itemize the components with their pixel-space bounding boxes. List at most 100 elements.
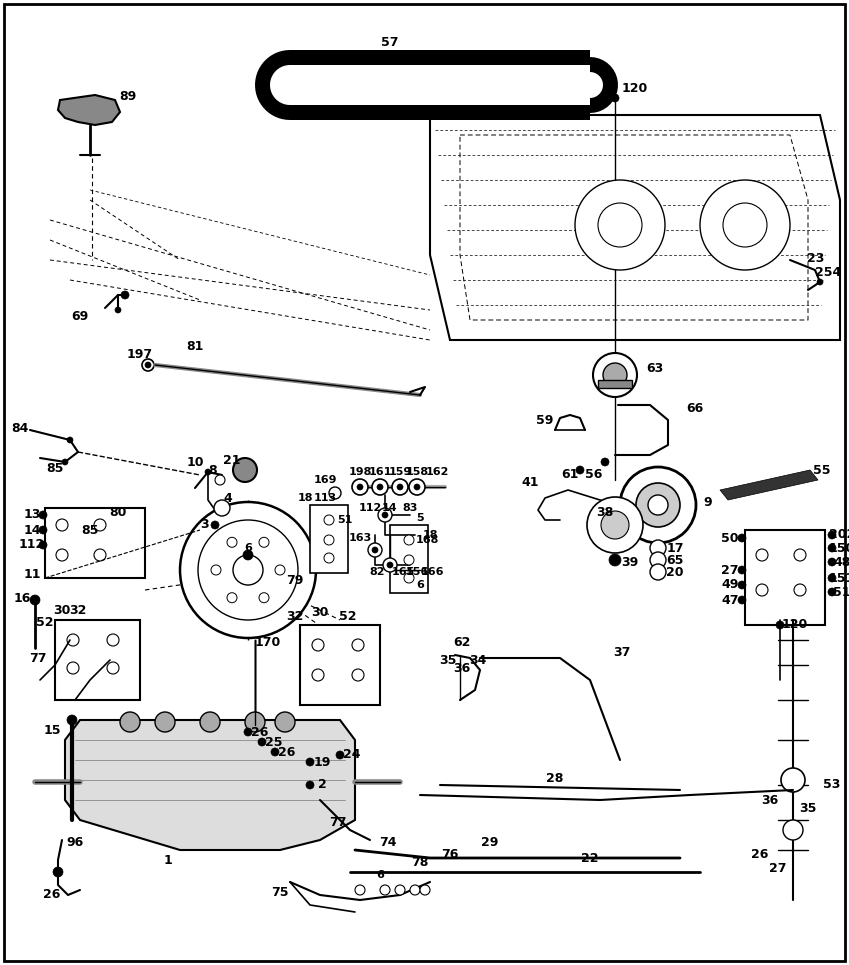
Circle shape <box>636 483 680 527</box>
Circle shape <box>227 538 237 547</box>
Circle shape <box>67 715 77 725</box>
Text: 27: 27 <box>769 862 787 874</box>
Text: 168: 168 <box>415 535 439 545</box>
Text: 11: 11 <box>23 568 41 582</box>
Text: 159: 159 <box>388 467 412 477</box>
Text: 82: 82 <box>369 567 385 577</box>
Circle shape <box>650 540 666 556</box>
Text: 8: 8 <box>209 463 217 477</box>
Circle shape <box>738 581 746 589</box>
Text: 26: 26 <box>751 848 768 862</box>
Bar <box>45 508 145 578</box>
Text: 66: 66 <box>686 401 704 415</box>
Bar <box>55 620 140 700</box>
Circle shape <box>120 712 140 732</box>
Circle shape <box>794 584 806 596</box>
Text: 36: 36 <box>762 793 779 807</box>
Circle shape <box>271 748 279 756</box>
Text: 113: 113 <box>313 493 336 503</box>
Text: 51: 51 <box>833 586 849 598</box>
Text: 79: 79 <box>286 573 304 587</box>
Circle shape <box>404 573 414 583</box>
Polygon shape <box>255 50 618 120</box>
Circle shape <box>352 669 364 681</box>
Text: 4: 4 <box>223 491 233 505</box>
Text: 49: 49 <box>722 578 739 592</box>
Circle shape <box>372 547 378 553</box>
Circle shape <box>62 459 68 465</box>
Circle shape <box>781 768 805 792</box>
Polygon shape <box>430 115 840 340</box>
Circle shape <box>53 867 63 877</box>
Text: 57: 57 <box>381 36 399 48</box>
Circle shape <box>756 549 768 561</box>
Circle shape <box>275 712 295 732</box>
Text: 61: 61 <box>561 468 579 482</box>
Circle shape <box>409 479 425 495</box>
Circle shape <box>603 363 627 387</box>
Text: 39: 39 <box>621 556 638 568</box>
Circle shape <box>598 203 642 247</box>
Text: 47: 47 <box>722 593 739 606</box>
Circle shape <box>352 639 364 651</box>
Text: 5: 5 <box>416 513 424 523</box>
Polygon shape <box>720 470 818 500</box>
Circle shape <box>383 558 397 572</box>
Circle shape <box>404 535 414 545</box>
Circle shape <box>214 500 230 516</box>
Text: 48: 48 <box>834 556 849 568</box>
Text: 158: 158 <box>406 467 429 477</box>
Text: 10: 10 <box>186 455 204 468</box>
Text: 198: 198 <box>348 467 372 477</box>
Circle shape <box>357 484 363 490</box>
Circle shape <box>245 712 265 732</box>
Text: 197: 197 <box>127 348 153 362</box>
Circle shape <box>738 596 746 604</box>
Text: 1: 1 <box>164 853 172 867</box>
Circle shape <box>368 543 382 557</box>
Circle shape <box>275 565 285 575</box>
Text: 32: 32 <box>286 611 304 623</box>
Circle shape <box>107 662 119 674</box>
Circle shape <box>155 712 175 732</box>
Text: 9: 9 <box>704 495 712 509</box>
Circle shape <box>180 502 316 638</box>
Text: 89: 89 <box>120 90 137 102</box>
Text: 65: 65 <box>666 554 683 566</box>
Text: 53: 53 <box>824 779 841 791</box>
Text: 50: 50 <box>722 532 739 544</box>
Polygon shape <box>635 488 682 525</box>
Text: 55: 55 <box>813 463 831 477</box>
Text: 29: 29 <box>481 837 498 849</box>
Text: 24: 24 <box>343 749 361 761</box>
Text: 35: 35 <box>799 802 817 814</box>
Text: 120: 120 <box>782 619 808 631</box>
Circle shape <box>200 712 220 732</box>
Circle shape <box>420 885 430 895</box>
Circle shape <box>620 467 696 543</box>
Text: 30: 30 <box>312 605 329 619</box>
Circle shape <box>593 353 637 397</box>
Polygon shape <box>58 95 120 125</box>
Bar <box>598 380 632 388</box>
Text: 78: 78 <box>411 857 429 869</box>
Text: 20: 20 <box>666 565 683 578</box>
Text: 36: 36 <box>453 661 470 675</box>
Circle shape <box>198 520 298 620</box>
Text: 166: 166 <box>420 567 444 577</box>
Circle shape <box>575 180 665 270</box>
Text: 150: 150 <box>829 541 849 555</box>
Text: 28: 28 <box>546 771 564 785</box>
Circle shape <box>395 885 405 895</box>
Text: 170: 170 <box>255 636 281 648</box>
Text: 3: 3 <box>200 518 210 532</box>
Circle shape <box>233 555 263 585</box>
Text: 84: 84 <box>11 422 29 434</box>
Text: 14: 14 <box>382 503 398 513</box>
Circle shape <box>576 466 584 474</box>
Text: 18: 18 <box>297 493 312 503</box>
Text: 41: 41 <box>521 476 539 488</box>
Circle shape <box>404 555 414 565</box>
Text: 77: 77 <box>329 816 346 830</box>
Text: 202: 202 <box>829 529 849 541</box>
